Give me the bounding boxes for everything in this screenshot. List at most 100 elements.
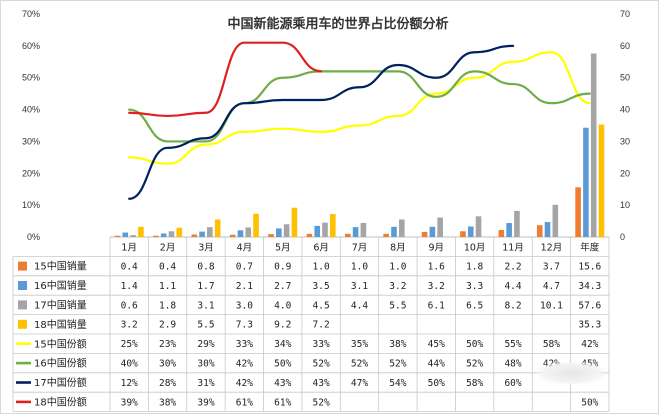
bar-15中国销量	[383, 233, 389, 237]
table-cell-16中国份额: 50%	[274, 359, 291, 370]
bar-16中国销量	[314, 225, 321, 237]
table-cell-16中国销量: 4.4	[504, 281, 521, 292]
table-cell-15中国销量: 2.2	[504, 262, 521, 273]
table-cell-16中国销量: 1.7	[197, 281, 214, 292]
table-cell-16中国销量: 1.4	[121, 281, 138, 292]
bar-16中国销量	[506, 222, 512, 237]
bar-16中国销量	[237, 230, 244, 237]
y-left-tick: 60%	[22, 41, 40, 51]
table-cell-15中国份额: 35%	[351, 339, 368, 350]
x-category-label: 10月	[464, 243, 486, 254]
bar-18中国销量	[176, 227, 183, 237]
line-18中国份额	[128, 41, 323, 118]
table-cell-18中国份额: 61%	[236, 397, 253, 408]
bar-17中国销量	[514, 210, 520, 237]
table-cell-15中国份额: 58%	[543, 339, 560, 350]
table-cell-18中国销量: 7.3	[236, 320, 253, 331]
table-cell-17中国份额: 31%	[197, 378, 214, 389]
table-cell-18中国份额: 50%	[581, 397, 598, 408]
x-category-label: 2月	[160, 243, 176, 254]
y-right-tick: 50	[620, 73, 630, 83]
bar-16中国销量	[199, 231, 205, 237]
x-category-label: 9月	[428, 243, 444, 254]
line-16中国份额	[128, 70, 591, 143]
data-table: 1月 2月 3月 4月 5月 6月 7月 8月 9月 10月 11月 12月 年度 15中国销量 0.4 0.…	[12, 237, 610, 413]
row-label-15中国销量: 15中国销量	[34, 260, 87, 273]
y-right-tick: 30	[620, 136, 630, 146]
table-cell-15中国销量: 0.9	[274, 262, 291, 273]
bars	[114, 53, 605, 238]
bar-18中国销量	[598, 124, 605, 237]
bar-15中国销量	[421, 231, 428, 237]
bar-16中国销量	[544, 222, 551, 237]
lines	[128, 41, 591, 200]
bar-18中国销量	[291, 207, 298, 237]
table-cell-18中国销量: 35.3	[578, 320, 601, 331]
bar-16中国销量	[429, 226, 436, 237]
bar-15中国销量	[306, 233, 313, 237]
y-left-tick: 0%	[27, 232, 40, 242]
table-cell-15中国份额: 42%	[581, 339, 598, 350]
x-category-label: 12月	[541, 243, 563, 254]
table-cell-15中国销量: 3.7	[543, 262, 560, 273]
table-cell-15中国销量: 1.0	[389, 262, 406, 273]
table-cell-15中国销量: 1.0	[351, 262, 368, 273]
table-cell-15中国份额: 38%	[389, 339, 406, 350]
bar-16中国销量	[122, 232, 129, 237]
y-right-tick: 40	[620, 105, 630, 115]
bar-18中国销量	[253, 213, 259, 237]
table-cell-17中国份额: 50%	[428, 378, 445, 389]
bar-17中国销量	[322, 222, 328, 237]
table-cell-15中国销量: 1.6	[428, 262, 445, 273]
table-cell-17中国销量: 6.5	[466, 300, 483, 311]
bar-17中国销量	[245, 227, 252, 237]
bar-15中国销量	[191, 234, 198, 237]
table-cell-15中国销量: 1.0	[313, 262, 330, 273]
table-cell-18中国份额: 52%	[313, 397, 330, 408]
table-cell-16中国份额: 40%	[121, 359, 138, 370]
bar-15中国销量	[345, 233, 351, 237]
y-right-tick: 10	[620, 200, 630, 210]
bar-18中国销量	[330, 214, 336, 237]
table-cell-15中国份额: 50%	[466, 339, 483, 350]
table-cell-16中国份额: 30%	[197, 359, 214, 370]
x-category-label: 8月	[390, 243, 406, 254]
table-cell-15中国销量: 0.7	[236, 262, 253, 273]
bar-17中国销量	[590, 53, 597, 238]
bar-17中国销量	[130, 235, 136, 237]
bar-17中国销量	[360, 222, 367, 237]
x-category-label: 年度	[580, 242, 600, 254]
bar-17中国销量	[207, 227, 213, 237]
y-left-tick: 40%	[22, 105, 40, 115]
x-category-label: 1月	[121, 243, 137, 254]
table-cell-17中国销量: 5.5	[389, 300, 406, 311]
table-cell-16中国销量: 3.3	[466, 281, 483, 292]
x-category-label: 3月	[198, 243, 214, 254]
line-15中国份额	[128, 51, 591, 165]
table-cell-17中国销量: 4.5	[313, 300, 330, 311]
table-cell-17中国销量: 4.4	[351, 300, 368, 311]
bar-15中国销量	[498, 229, 505, 237]
table-cell-18中国销量: 2.9	[159, 320, 176, 331]
table-cell-16中国销量: 4.7	[543, 281, 560, 292]
table-cell-15中国份额: 34%	[274, 339, 291, 350]
y-right-tick: 0	[620, 232, 625, 242]
row-label-16中国销量: 16中国销量	[34, 279, 87, 292]
table-cell-15中国销量: 0.4	[121, 262, 138, 273]
bar-17中国销量	[552, 204, 559, 237]
bar-17中国销量	[168, 231, 175, 237]
table-cell-17中国份额: 28%	[159, 378, 176, 389]
line-17中国份额	[128, 44, 515, 200]
y-left-tick: 70%	[22, 9, 40, 19]
y-right-tick: 70	[620, 9, 630, 19]
bar-15中国销量	[153, 235, 159, 237]
table-cell-17中国份额: 58%	[466, 378, 483, 389]
legend-swatch-18中国销量	[18, 319, 27, 329]
bar-16中国销量	[467, 226, 474, 237]
table-cell-16中国份额: 52%	[351, 359, 368, 370]
bar-17中国销量	[437, 217, 443, 237]
table-cell-16中国份额: 42%	[236, 359, 253, 370]
table-cell-15中国份额: 23%	[159, 339, 176, 350]
table-cell-16中国销量: 3.2	[389, 281, 406, 292]
